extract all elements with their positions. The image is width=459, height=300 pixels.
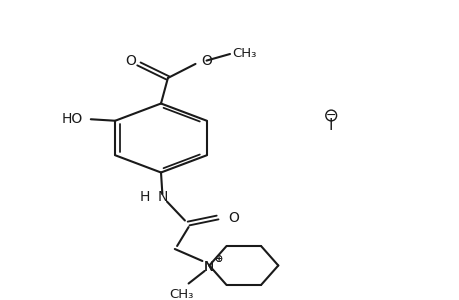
Text: O: O (125, 54, 136, 68)
Text: ⊕: ⊕ (214, 254, 222, 265)
Text: −: − (325, 109, 336, 122)
Text: ⊕: ⊕ (214, 254, 222, 265)
Text: N: N (204, 260, 214, 274)
Text: O: O (201, 54, 212, 68)
Text: HO: HO (62, 112, 83, 126)
Text: CH₃: CH₃ (169, 288, 193, 300)
Text: O: O (228, 211, 239, 224)
Text: H: H (140, 190, 150, 204)
Text: CH₃: CH₃ (232, 46, 256, 60)
Text: N: N (158, 190, 168, 204)
Text: N: N (204, 260, 214, 274)
Text: I: I (328, 118, 333, 134)
